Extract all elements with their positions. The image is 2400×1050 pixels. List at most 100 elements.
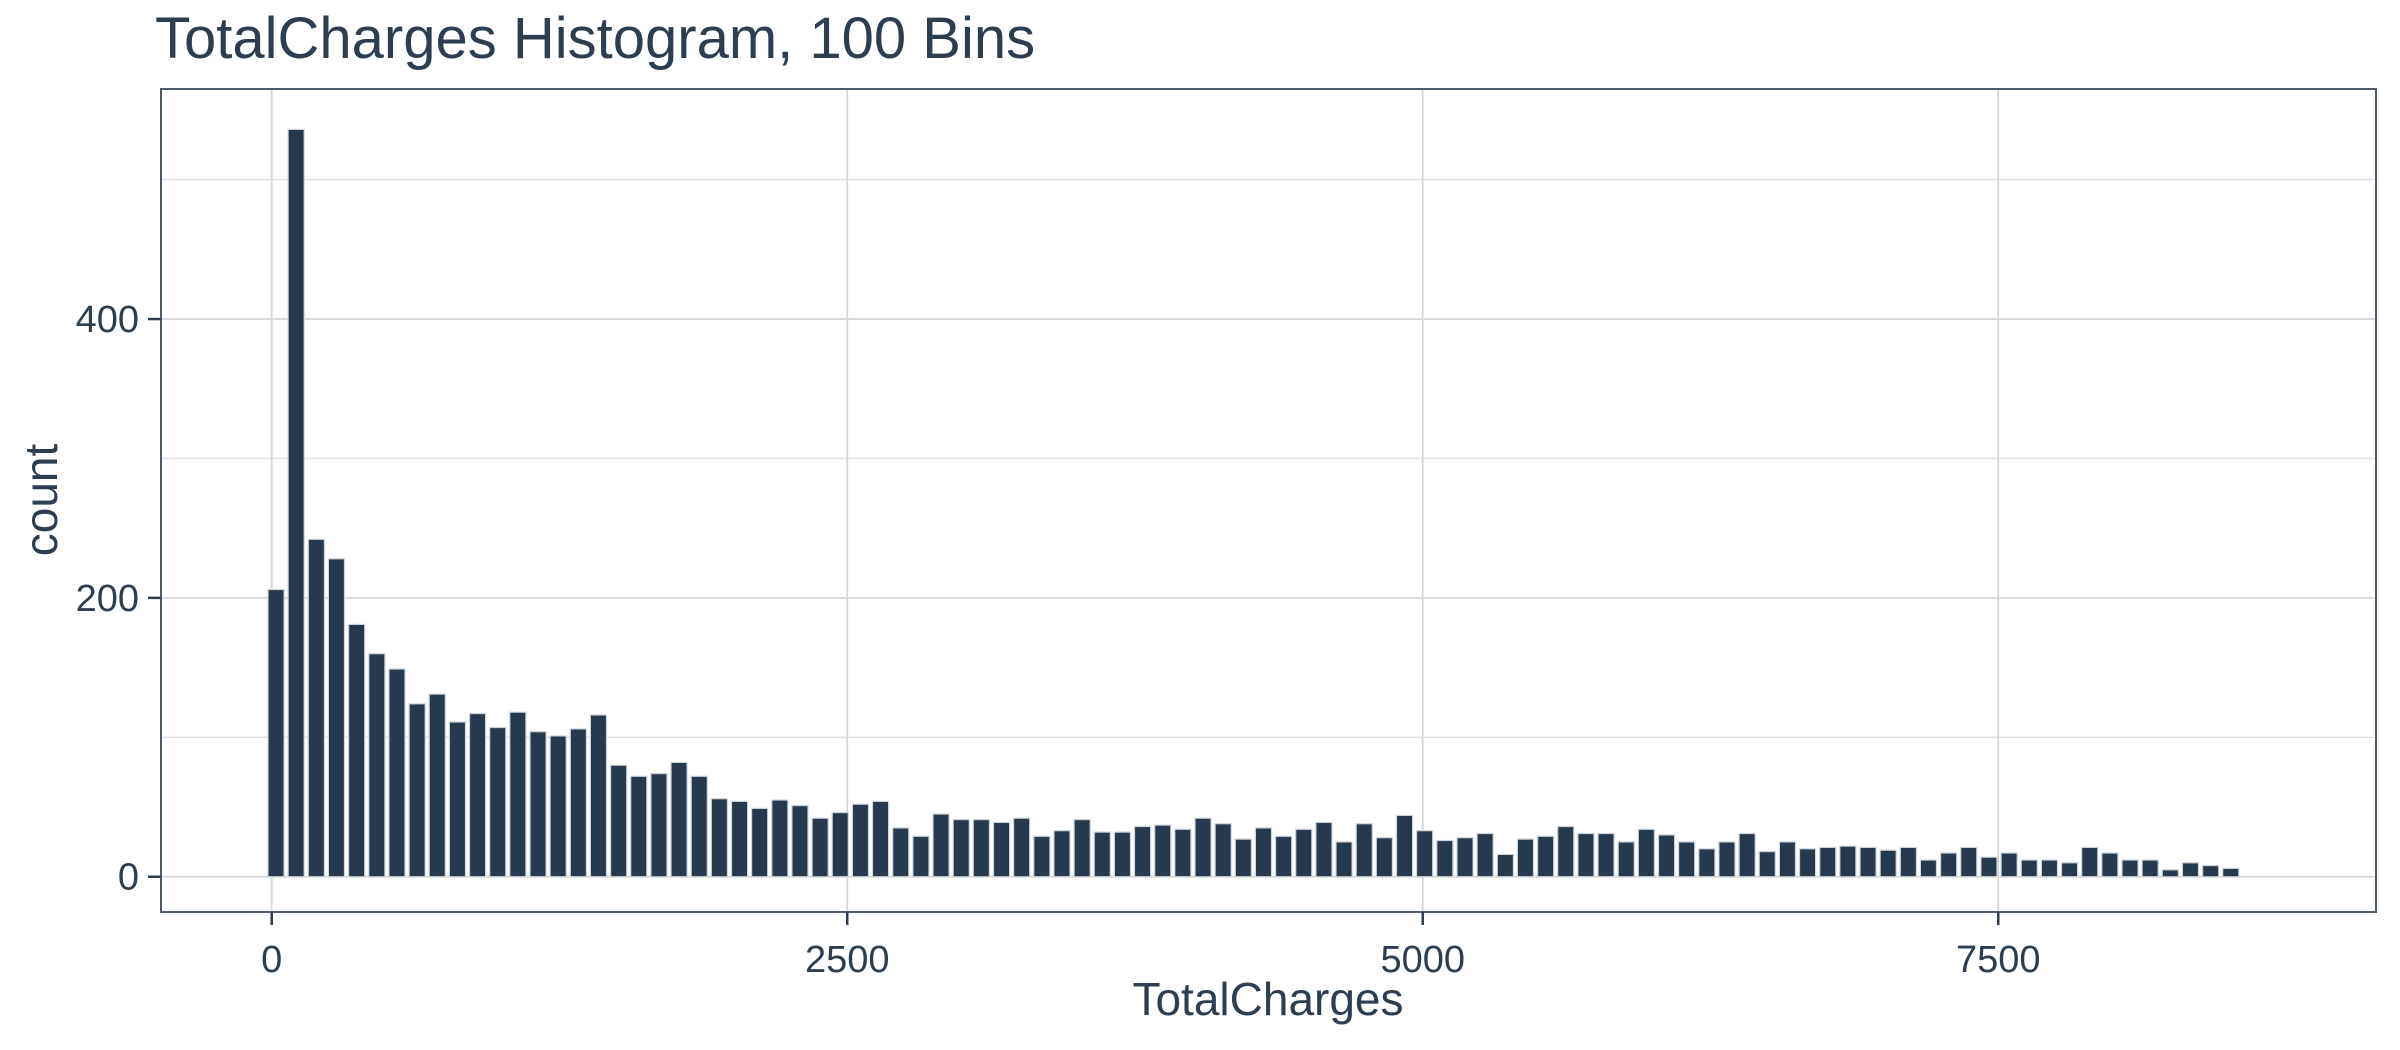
- x-axis-title: TotalCharges: [1132, 973, 1404, 1025]
- histogram-bar: [690, 775, 708, 878]
- histogram-bar: [428, 693, 446, 878]
- histogram-bar: [529, 731, 547, 878]
- histogram-bar: [1234, 838, 1253, 878]
- histogram-bar: [2181, 862, 2200, 878]
- y-tick-label: 0: [118, 857, 139, 899]
- histogram-bar: [2121, 859, 2139, 878]
- histogram-bar: [1516, 838, 1535, 878]
- histogram-bar: [1778, 841, 1797, 878]
- histogram-bar: [368, 653, 386, 878]
- histogram-bar: [2161, 869, 2180, 878]
- histogram-bar: [307, 538, 325, 878]
- histogram-bar: [1133, 825, 1152, 878]
- histogram-bar: [408, 703, 426, 878]
- histogram-bar: [730, 800, 749, 878]
- histogram-bar: [1174, 828, 1192, 878]
- histogram-bar: [1113, 831, 1132, 878]
- histogram-bar: [2040, 859, 2059, 878]
- histogram-bar: [670, 761, 688, 878]
- histogram-bar: [952, 818, 970, 878]
- histogram-bar: [1093, 831, 1111, 878]
- histogram-bar: [509, 711, 527, 878]
- histogram-bar: [771, 799, 789, 878]
- histogram-bar: [1677, 841, 1696, 878]
- histogram-bar: [549, 735, 567, 878]
- histogram-bar: [448, 721, 467, 878]
- histogram-bar: [1859, 846, 1877, 878]
- histogram-bar: [1597, 832, 1615, 878]
- histogram-bar: [1738, 832, 1756, 878]
- histogram-bar: [1496, 853, 1515, 878]
- histogram-bar: [1879, 849, 1897, 878]
- histogram-bar: [1557, 825, 1575, 878]
- histogram-bar: [489, 726, 507, 878]
- histogram-bar: [2081, 846, 2099, 878]
- histogram-bar: [1315, 821, 1333, 878]
- y-tick-label: 200: [76, 578, 139, 620]
- histogram-bar: [1395, 814, 1414, 878]
- histogram-bar: [1980, 856, 1998, 878]
- histogram-bar: [2202, 864, 2220, 878]
- histogram-bar: [1073, 818, 1091, 878]
- histogram-bar: [710, 798, 728, 878]
- histogram-bar: [791, 804, 809, 878]
- histogram-bar: [972, 818, 990, 878]
- histogram-bar: [1536, 835, 1555, 878]
- x-tick-label: 7500: [1956, 939, 2041, 981]
- histogram-bar: [1194, 817, 1212, 878]
- histogram-bar: [1798, 848, 1817, 878]
- histogram-bar: [1033, 835, 1051, 878]
- histogram-bar: [1939, 852, 1958, 878]
- histogram-bar: [811, 817, 829, 878]
- histogram-bar: [1657, 834, 1676, 878]
- histogram-bar: [1274, 835, 1293, 878]
- histogram-bar: [267, 588, 285, 878]
- histogram-bar: [1819, 846, 1837, 878]
- histogram-bar: [1476, 832, 1494, 878]
- histogram-bar: [650, 772, 668, 878]
- histogram-bar: [831, 811, 849, 878]
- histogram-bar: [388, 668, 406, 878]
- histogram-bar: [468, 712, 487, 878]
- histogram-bar: [630, 775, 648, 878]
- histogram-bar: [1436, 839, 1454, 878]
- histogram-bar: [2060, 862, 2079, 878]
- histogram-bar: [992, 821, 1011, 878]
- histogram-bar: [609, 764, 628, 878]
- histogram-bar: [1637, 828, 1656, 878]
- histogram-bar: [1012, 817, 1031, 878]
- histogram-bar: [1214, 823, 1232, 878]
- histogram-bar: [1154, 824, 1172, 878]
- x-tick-label: 2500: [805, 939, 890, 981]
- y-tick-label: 400: [76, 299, 139, 341]
- histogram-bar: [1718, 841, 1736, 878]
- histogram-bar: [2141, 859, 2159, 878]
- histogram-bar: [589, 714, 608, 878]
- histogram-bar: [2000, 852, 2018, 878]
- histogram-bar: [287, 128, 305, 878]
- histogram-bar: [1960, 846, 1978, 878]
- panel-border: [160, 88, 2377, 913]
- histogram-bar: [892, 827, 910, 878]
- histogram-bar: [1919, 859, 1938, 878]
- x-tick-label: 5000: [1380, 939, 1465, 981]
- histogram-bar: [1335, 841, 1353, 878]
- histogram-bar: [1295, 828, 1313, 878]
- histogram-bar: [1053, 830, 1071, 878]
- histogram-bar: [2222, 867, 2240, 878]
- histogram-bar: [327, 558, 346, 878]
- histogram-bar: [1355, 823, 1373, 878]
- histogram-bar: [1415, 830, 1434, 878]
- histogram-bar: [569, 728, 587, 878]
- histogram-bar: [1839, 845, 1857, 878]
- histogram-bar: [1698, 848, 1716, 878]
- histogram-bar: [1758, 850, 1776, 878]
- histogram-bar: [912, 835, 930, 878]
- histogram-bar: [851, 803, 870, 878]
- x-tick-label: 0: [261, 939, 282, 981]
- histogram-bar: [1254, 827, 1273, 878]
- chart-title: TotalCharges Histogram, 100 Bins: [155, 6, 1036, 71]
- histogram-bar: [2101, 852, 2119, 878]
